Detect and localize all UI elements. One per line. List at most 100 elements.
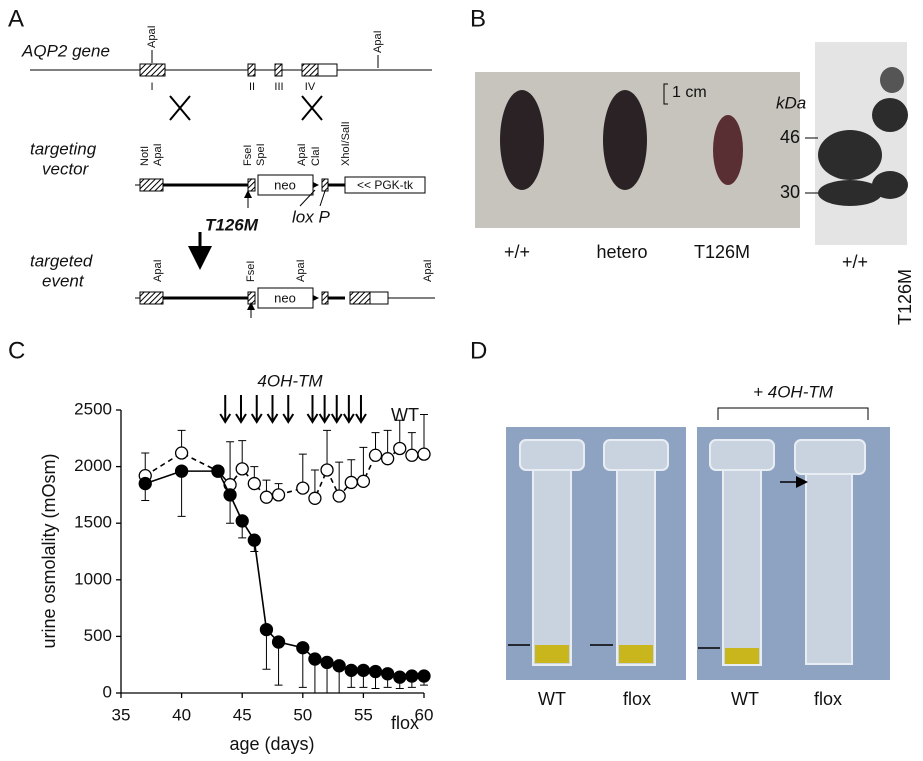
y-tick-label: 500	[84, 626, 112, 645]
data-point	[417, 669, 431, 683]
panel-label: A	[8, 5, 24, 32]
data-point	[235, 514, 249, 528]
site-label: ApaI	[146, 25, 158, 48]
data-point	[308, 652, 322, 666]
data-point	[393, 441, 407, 456]
panel-label: B	[470, 5, 486, 32]
exon-label: III	[274, 81, 283, 93]
data-point	[356, 474, 371, 488]
blot-unit: kDa	[776, 93, 806, 112]
y-tick-label: 2000	[74, 456, 112, 475]
site-label: SpeI	[255, 143, 267, 166]
tube-label: flox	[623, 689, 651, 709]
data-point	[393, 670, 407, 684]
treatment-arrow	[219, 395, 232, 424]
data-point	[138, 476, 152, 491]
data-point	[368, 664, 383, 679]
treatment-arrow	[282, 395, 295, 424]
photo-label: +/+	[504, 242, 530, 262]
blot-marker: 30	[780, 182, 800, 202]
site-label: FseI	[245, 261, 257, 282]
mutation-label: T126M	[205, 215, 259, 234]
data-point	[320, 655, 334, 670]
exon-label: IV	[305, 81, 316, 93]
y-tick-label: 0	[103, 682, 112, 701]
data-point	[235, 462, 249, 476]
scale-label: 1 cm	[672, 84, 707, 101]
annotation: 4OH-TM	[257, 371, 323, 390]
neo-label: neo	[274, 290, 296, 305]
exon-label: II	[249, 81, 255, 93]
site-label: ApaI	[296, 143, 308, 166]
blot-marker: 46	[780, 127, 800, 147]
data-point	[223, 488, 237, 502]
data-point	[344, 475, 358, 490]
vector-label: vector	[42, 159, 90, 178]
tube-label: WT	[538, 689, 566, 709]
data-point	[174, 446, 189, 460]
x-tick-label: 40	[172, 705, 191, 724]
exon-label: I	[150, 81, 153, 93]
data-point	[356, 663, 371, 678]
data-point	[247, 533, 261, 547]
photo-b: 1 cm +/+ hetero T126M kDa 46 30 +/+ T126…	[475, 42, 915, 325]
data-point	[332, 659, 346, 673]
data-point	[320, 463, 334, 477]
site-label: ApaI	[422, 259, 434, 282]
photo-label: hetero	[596, 242, 647, 262]
error-bar	[177, 471, 186, 517]
data-point	[344, 663, 358, 678]
x-tick-label: 50	[293, 705, 312, 724]
data-point	[296, 641, 310, 655]
neo-label: neo	[274, 177, 296, 192]
lane-label: T126M	[895, 269, 915, 325]
data-point	[259, 622, 274, 637]
photo-label: T126M	[694, 242, 750, 262]
treatment-arrow	[250, 395, 263, 424]
lox-label: lox P	[292, 207, 330, 226]
treatment-arrow	[235, 395, 247, 424]
y-tick-label: 2500	[74, 399, 112, 418]
data-point	[211, 464, 225, 478]
site-label: XhoI/SalI	[340, 121, 352, 166]
treatment-arrow	[343, 395, 355, 424]
data-point	[368, 448, 383, 462]
error-bar	[226, 441, 235, 485]
event-label: targeted	[30, 251, 93, 270]
data-point	[271, 635, 286, 649]
data-point	[417, 447, 431, 461]
site-label: ApaI	[152, 143, 164, 166]
photo-d: + 4OH-TM WT flox WT flox	[506, 382, 890, 709]
data-point	[174, 464, 189, 478]
treatment-arrow	[266, 395, 279, 424]
lane-label: +/+	[842, 252, 868, 272]
data-point	[271, 488, 286, 502]
treatment-label: + 4OH-TM	[753, 382, 834, 401]
vector-label: targeting	[30, 139, 97, 158]
data-point	[405, 669, 419, 683]
site-label: NotI	[139, 146, 151, 166]
data-point	[247, 476, 261, 491]
treatment-arrow	[330, 395, 343, 424]
series-line	[144, 470, 424, 678]
x-tick-label: 55	[354, 705, 373, 724]
series-label: flox	[391, 713, 419, 733]
x-axis-label: age (days)	[229, 734, 314, 754]
tube-label: flox	[814, 689, 842, 709]
diagram-a: AQP2 gene ApaI ApaI I II III IV targetin…	[21, 25, 435, 318]
y-axis-label: urine osmolality (mOsm)	[39, 453, 59, 648]
data-point	[259, 490, 274, 504]
treatment-arrow	[318, 395, 331, 424]
data-point	[332, 489, 346, 503]
data-point	[380, 667, 395, 681]
site-label: ApaI	[295, 259, 307, 282]
site-label: ClaI	[310, 146, 322, 166]
y-tick-label: 1500	[74, 513, 112, 532]
data-point	[308, 491, 322, 505]
x-tick-label: 35	[112, 705, 131, 724]
gene-label: AQP2 gene	[21, 41, 110, 60]
data-point	[380, 452, 395, 466]
site-label: ApaI	[152, 259, 164, 282]
treatment-arrow	[306, 395, 319, 424]
